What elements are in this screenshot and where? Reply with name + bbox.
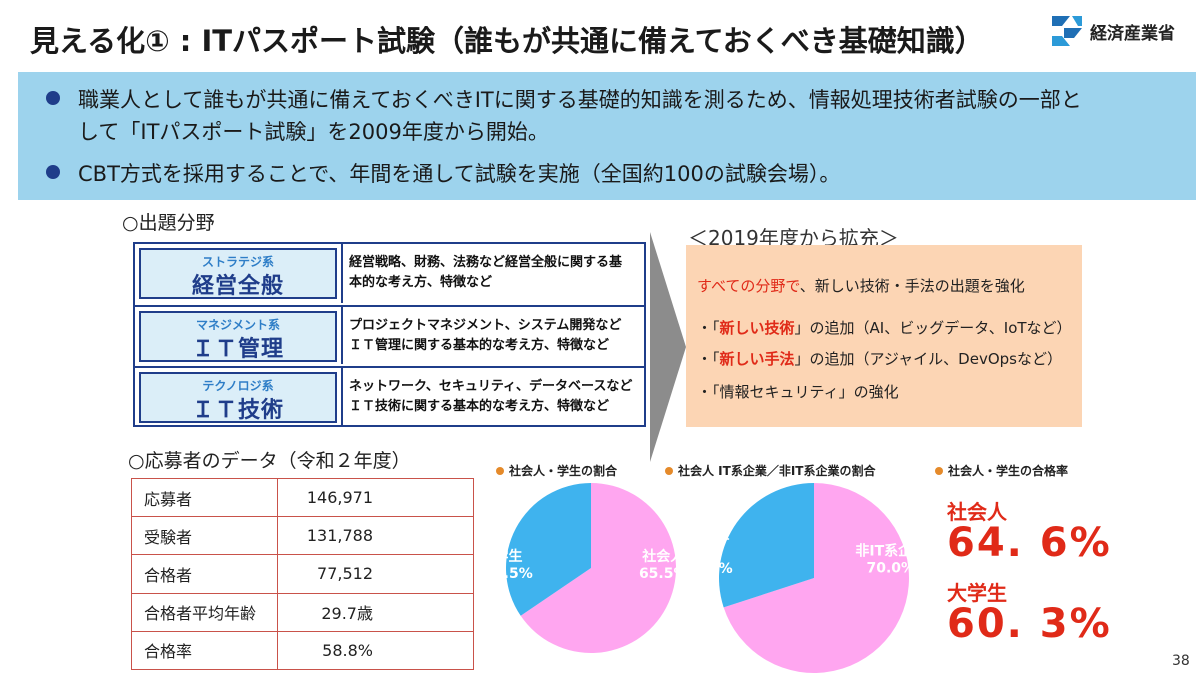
expansion-item-prefix: ・「	[697, 350, 720, 368]
field-description-line-2: ＩＴ技術に関する基本的な考え方、特徴など	[349, 399, 610, 414]
pie-slice-1	[520, 483, 676, 653]
field-description-line-1: プロジェクトマネジメント、システム開発など	[349, 318, 622, 333]
summary-banner: 職業人として誰もが共通に備えておくべきITに関する基礎的知識を測るため、情報処理…	[18, 72, 1196, 200]
field-description-line-2: ＩＴ管理に関する基本的な考え方、特徴など	[349, 338, 610, 353]
fields-heading: ○出題分野	[122, 212, 215, 234]
bullet-dot-icon	[46, 91, 60, 105]
pie-1-title: 社会人・学生の割合	[496, 462, 617, 479]
expansion-item-prefix: ・「	[697, 319, 720, 337]
pass-rate-label-2: 大学生	[947, 581, 1007, 605]
field-description-line-1: ネットワーク、セキュリティ、データベースなど	[349, 379, 633, 394]
pie-2-title-text: 社会人 IT系企業／非IT系企業の割合	[678, 464, 876, 478]
row-value: 146,971	[277, 477, 474, 518]
table-row: 受験者 131,788	[130, 516, 474, 556]
row-label: 合格者平均年齢	[130, 592, 279, 632]
field-divider	[341, 368, 343, 425]
field-description: プロジェクトマネジメント、システム開発など ＩＴ管理に関する基本的な考え方、特徴…	[349, 316, 641, 356]
field-category-box: テクノロジ系 ＩＴ技術	[139, 372, 337, 423]
pass-rate-title-text: 社会人・学生の合格率	[948, 464, 1069, 478]
row-value: 131,788	[277, 516, 474, 556]
expansion-box: すべての分野で、新しい技術・手法の出題を強化 ・「新しい技術」の追加（AI、ビッ…	[686, 245, 1082, 427]
pie-chart-society-students: 社会人65.5% 学生34.5%	[505, 483, 677, 653]
field-description: ネットワーク、セキュリティ、データベースなど ＩＴ技術に関する基本的な考え方、特…	[349, 377, 641, 417]
row-label: 合格率	[130, 630, 279, 671]
field-description: 経営戦略、財務、法務など経営全般に関する基 本的な考え方、特徴など	[349, 253, 641, 293]
field-name: ＩＴ技術	[191, 398, 284, 423]
pie-slice-label-2: 学生34.5%	[505, 548, 533, 582]
pass-rate-value-1: 64. 6%	[947, 520, 1112, 566]
field-divider	[341, 244, 343, 303]
pie-chart-it-companies: 非IT系企業70.0% IT系企業30.0%	[718, 483, 910, 673]
logo-text: 経済産業省	[1090, 23, 1175, 44]
row-value: 58.8%	[277, 630, 474, 671]
expansion-item-highlight: 新しい技術	[719, 319, 795, 337]
table-row: 応募者 146,971	[130, 477, 474, 518]
pie-slice-label-2: IT系企業30.0%	[718, 526, 733, 577]
exam-fields-table: ストラテジ系 経営全般 経営戦略、財務、法務など経営全般に関する基 本的な考え方…	[133, 242, 646, 427]
bullet-2-line-1: CBT方式を採用することで、年間を通して試験を実施（全国約100の試験会場）。	[78, 162, 841, 186]
page-number: 38	[1172, 653, 1190, 669]
expansion-item-highlight: 新しい手法	[719, 350, 795, 368]
field-row-strategy: ストラテジ系 経営全般 経営戦略、財務、法務など経営全般に関する基 本的な考え方…	[135, 244, 644, 303]
expansion-item-text: ・「情報セキュリティ」の強化	[697, 383, 899, 401]
table-row: 合格者平均年齢 29.7歳	[130, 592, 474, 632]
pie-slice-1	[723, 483, 909, 673]
row-label: 応募者	[130, 477, 279, 518]
pie-1-title-text: 社会人・学生の割合	[509, 464, 618, 478]
orange-bullet-icon	[496, 466, 504, 475]
bullet-1-line-1: 職業人として誰もが共通に備えておくべきITに関する基礎的知識を測るため、情報処理…	[78, 88, 1082, 112]
field-name: ＩＴ管理	[191, 337, 284, 362]
expansion-item-text: 」の追加（アジャイル、DevOpsなど）	[794, 350, 1062, 368]
field-row-technology: テクノロジ系 ＩＴ技術 ネットワーク、セキュリティ、データベースなど ＩＴ技術に…	[135, 366, 644, 425]
expansion-item: ・「情報セキュリティ」の強化	[697, 381, 899, 402]
field-row-management: マネジメント系 ＩＴ管理 プロジェクトマネジメント、システム開発など ＩＴ管理に…	[135, 305, 644, 364]
meti-emblem-icon	[1052, 16, 1082, 46]
field-category-box: ストラテジ系 経営全般	[139, 248, 337, 299]
banner-bullet-1: 職業人として誰もが共通に備えておくべきITに関する基礎的知識を測るため、情報処理…	[46, 84, 1082, 148]
table-row: 合格者 77,512	[130, 554, 474, 594]
row-label: 受験者	[130, 516, 279, 556]
field-subtitle: テクノロジ系	[202, 379, 274, 393]
row-label: 合格者	[130, 554, 279, 594]
pass-rate-value-2: 60. 3%	[947, 601, 1112, 647]
applicants-heading: ○応募者のデータ（令和２年度）	[128, 450, 411, 472]
field-subtitle: ストラテジ系	[201, 255, 274, 269]
pie-slice-label-1: 非IT系企業70.0%	[855, 542, 910, 576]
bullet-dot-icon	[46, 165, 60, 179]
field-divider	[341, 307, 343, 364]
banner-bullet-2: CBT方式を採用することで、年間を通して試験を実施（全国約100の試験会場）。	[46, 158, 840, 190]
field-category-box: マネジメント系 ＩＴ管理	[139, 311, 337, 362]
row-value: 29.7歳	[277, 592, 474, 632]
page-title: 見える化① : ITパスポート試験（誰もが共通に備えておくべき基礎知識）	[30, 24, 984, 58]
bullet-1-line-2: して「ITパスポート試験」を2009年度から開始。	[78, 120, 549, 144]
pie-slice-2	[506, 483, 591, 616]
expansion-summary-highlight: すべての分野で	[697, 277, 800, 295]
expansion-summary: すべての分野で、新しい技術・手法の出題を強化	[697, 275, 1025, 296]
applicants-table: 応募者 146,971 受験者 131,788 合格者 77,512 合格者平均…	[130, 477, 474, 671]
arrow-right-icon	[650, 232, 686, 462]
field-description-line-2: 本的な考え方、特徴など	[349, 275, 493, 290]
pie-2-title: 社会人 IT系企業／非IT系企業の割合	[665, 462, 875, 479]
field-name: 経営全般	[191, 274, 284, 299]
pass-rate-title: 社会人・学生の合格率	[935, 462, 1068, 479]
expansion-item: ・「新しい技術」の追加（AI、ビッグデータ、IoTなど）	[697, 317, 1072, 338]
field-subtitle: マネジメント系	[195, 318, 280, 332]
field-description-line-1: 経営戦略、財務、法務など経営全般に関する基	[349, 255, 623, 270]
row-value: 77,512	[277, 554, 474, 594]
expansion-item-text: 」の追加（AI、ビッグデータ、IoTなど）	[794, 319, 1072, 337]
orange-bullet-icon	[935, 466, 943, 475]
expansion-item: ・「新しい手法」の追加（アジャイル、DevOpsなど）	[697, 348, 1062, 369]
table-row: 合格率 58.8%	[130, 630, 474, 671]
orange-bullet-icon	[665, 466, 673, 475]
pie-slice-label-1: 社会人65.5%	[639, 548, 677, 582]
expansion-summary-text: 、新しい技術・手法の出題を強化	[799, 277, 1025, 295]
meti-logo: 経済産業省	[1050, 14, 1175, 48]
pass-rate-label-1: 社会人	[947, 500, 1007, 524]
pie-slice-2	[719, 483, 814, 608]
